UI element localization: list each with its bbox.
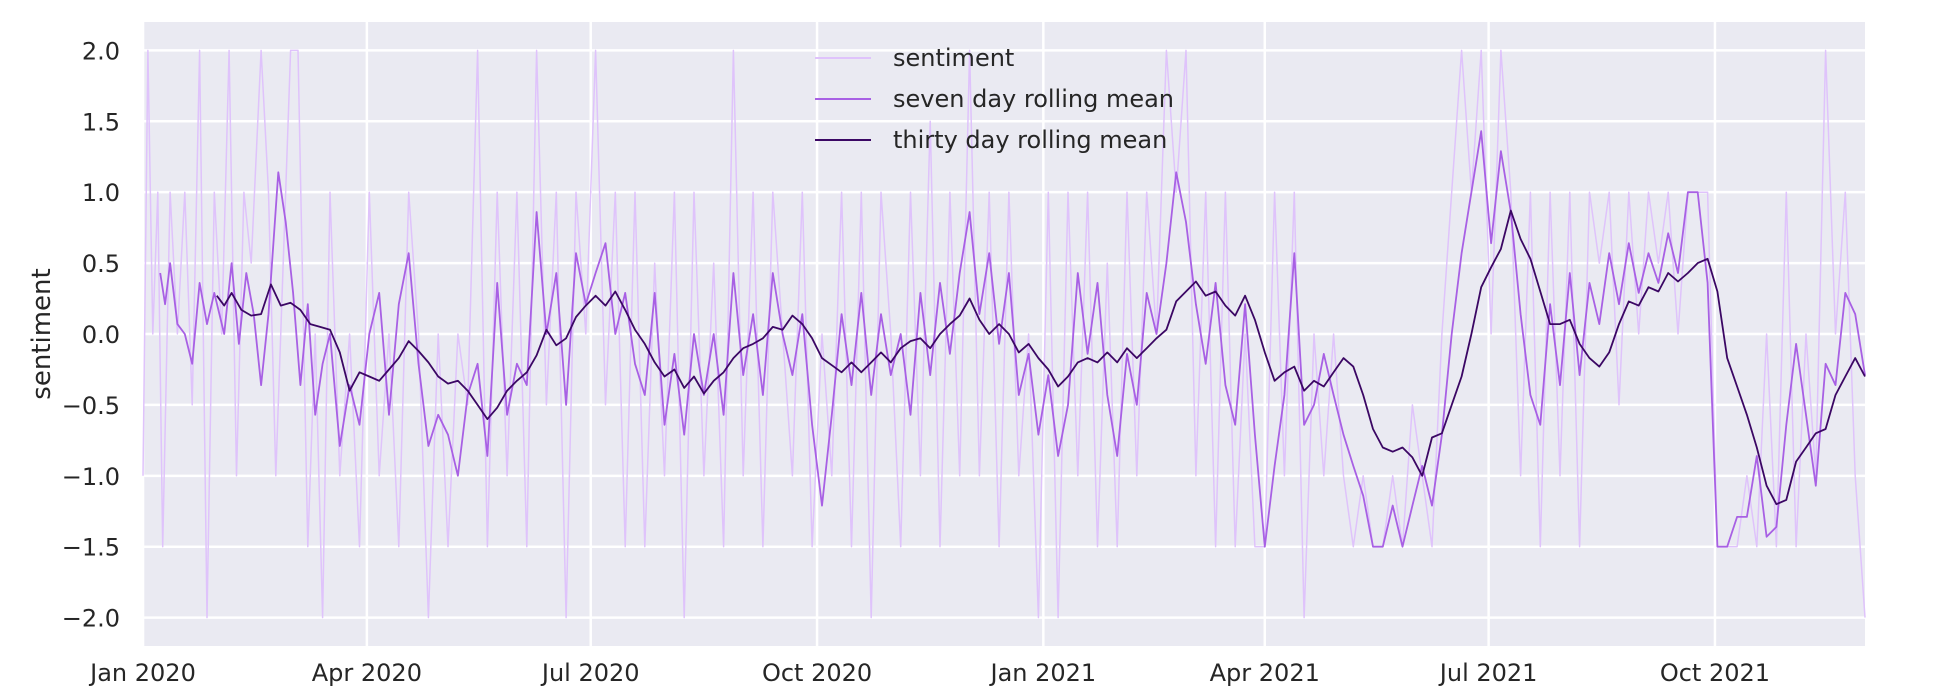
y-tick-label: 2.0 (82, 37, 120, 65)
x-tick-label: Apr 2020 (312, 659, 422, 687)
x-tick-label: Jul 2021 (1438, 659, 1538, 687)
x-tick-label: Jan 2020 (88, 659, 196, 687)
y-axis-title: sentiment (27, 268, 57, 399)
legend: sentiment seven day rolling mean thirty da… (815, 44, 1174, 154)
y-tick-label: 1.0 (82, 179, 120, 207)
series-thirty-day-rolling-mean (216, 209, 1866, 506)
x-tick-label: Oct 2020 (762, 659, 872, 687)
x-tick-label: Apr 2021 (1210, 659, 1320, 687)
y-tick-label: −1.5 (62, 534, 120, 562)
x-axis-ticks: Jan 2020 Apr 2020 Jul 2020 Oct 2020 Jan 2021… (88, 659, 1770, 687)
series-seven-day-rolling-mean (159, 130, 1866, 548)
y-tick-label: 0.0 (82, 321, 120, 349)
legend-label: seven day rolling mean (893, 85, 1174, 113)
x-tick-label: Oct 2021 (1660, 659, 1770, 687)
y-tick-label: 0.5 (82, 250, 120, 278)
y-tick-label: −2.0 (62, 605, 120, 633)
series-line (216, 209, 1866, 506)
x-tick-label: Jan 2021 (989, 659, 1097, 687)
series-sentiment (142, 49, 1866, 619)
series-layer (142, 49, 1866, 619)
legend-label: thirty day rolling mean (893, 126, 1167, 154)
y-tick-label: −0.5 (62, 392, 120, 420)
series-line (159, 130, 1866, 548)
series-line (142, 49, 1866, 619)
gridlines (141, 22, 1865, 646)
y-tick-label: −1.0 (62, 463, 120, 491)
y-tick-label: 1.5 (82, 108, 120, 136)
x-tick-label: Jul 2020 (540, 659, 640, 687)
y-axis-ticks: 2.0 1.5 1.0 0.5 0.0 −0.5 −1.0 −1.5 −2.0 (62, 37, 120, 632)
legend-label: sentiment (893, 44, 1014, 72)
